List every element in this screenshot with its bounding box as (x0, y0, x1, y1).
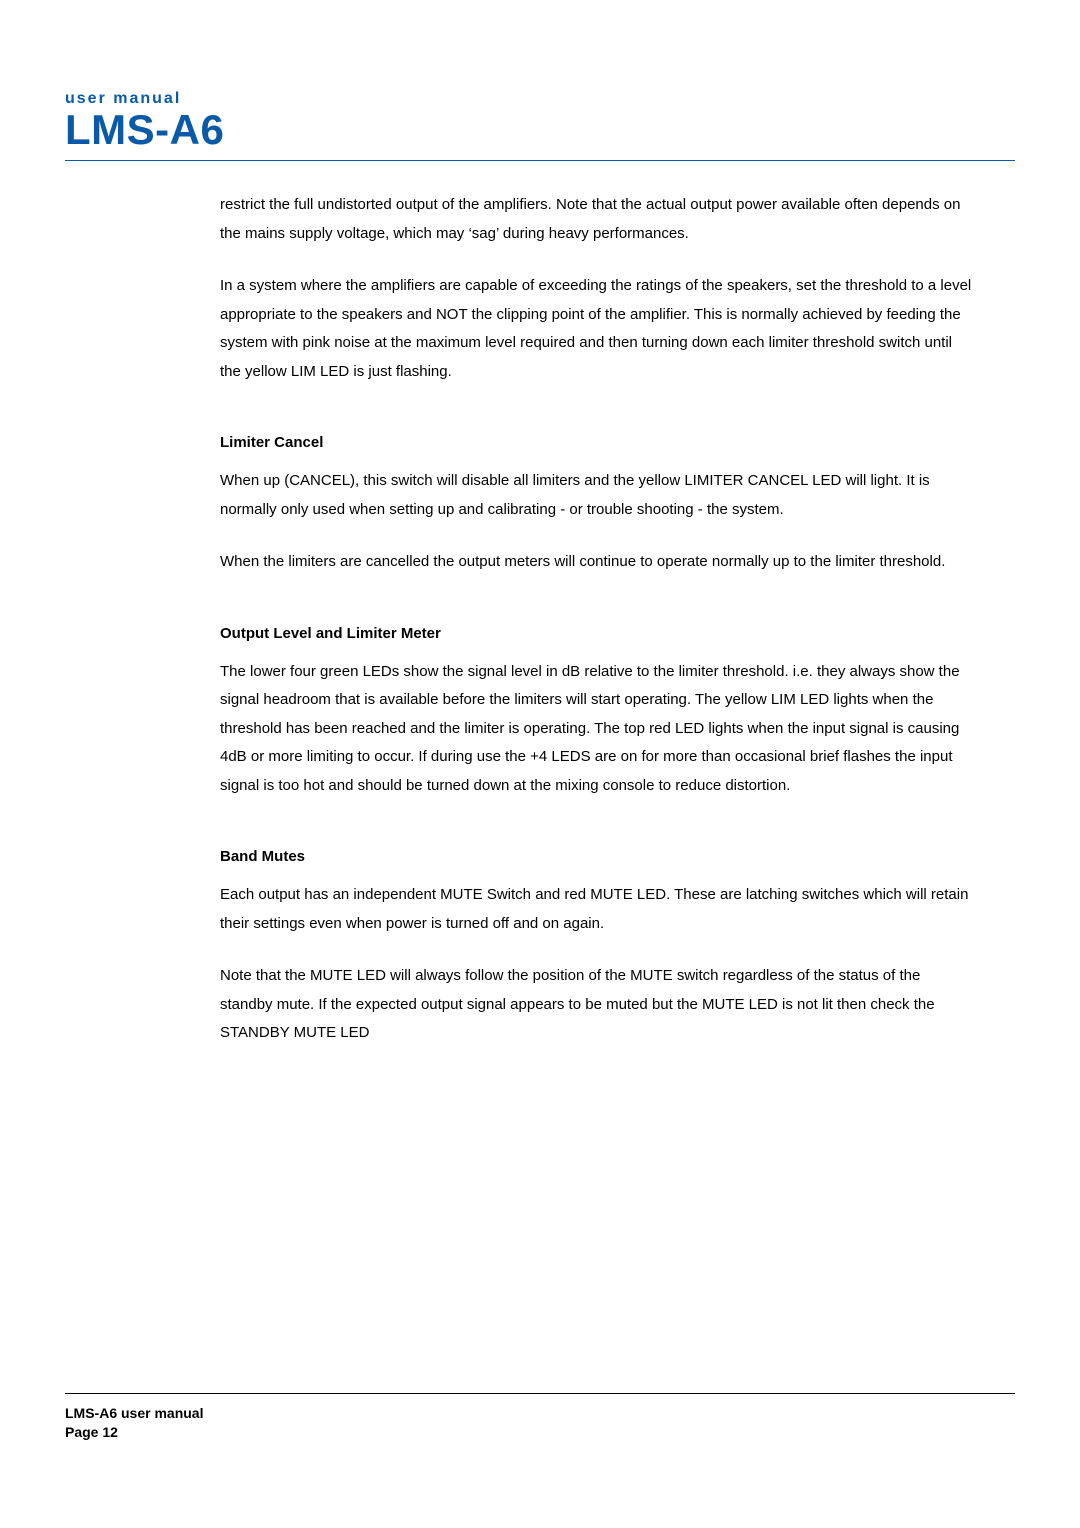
header-title: LMS-A6 (65, 108, 1015, 152)
section-para: When up (CANCEL), this switch will disab… (220, 467, 975, 524)
intro-paragraph-1: restrict the full undistorted output of … (220, 191, 975, 248)
section-title-output-level: Output Level and Limiter Meter (220, 625, 975, 642)
footer-line-1: LMS-A6 user manual (65, 1404, 1015, 1424)
section-para: The lower four green LEDs show the signa… (220, 658, 975, 801)
section-para: When the limiters are cancelled the outp… (220, 548, 975, 577)
footer-line-2: Page 12 (65, 1423, 1015, 1443)
header-divider (65, 160, 1015, 161)
page-header: user manual LMS-A6 (65, 90, 1015, 152)
section-title-limiter-cancel: Limiter Cancel (220, 434, 975, 451)
section-para: Each output has an independent MUTE Swit… (220, 881, 975, 938)
section-para: Note that the MUTE LED will always follo… (220, 962, 975, 1048)
section-title-band-mutes: Band Mutes (220, 848, 975, 865)
page-footer: LMS-A6 user manual Page 12 (65, 1393, 1015, 1443)
intro-paragraph-2: In a system where the amplifiers are cap… (220, 272, 975, 386)
body-content: restrict the full undistorted output of … (220, 191, 975, 1048)
footer-divider (65, 1393, 1015, 1394)
